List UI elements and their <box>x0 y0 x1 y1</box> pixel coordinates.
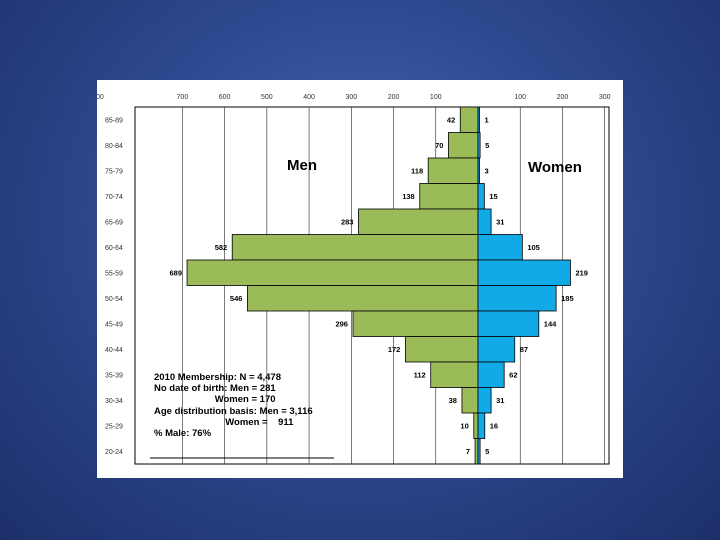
y-category-label: 80-84 <box>105 143 123 150</box>
chart-svg: 900 700 600 500 400 300 200 100 100 200 300 85-89 42… <box>97 94 611 465</box>
data-label-men: 38 <box>449 396 457 405</box>
population-pyramid-chart: 900 700 600 500 400 300 200 100 100 200 300 85-89 42… <box>97 80 623 478</box>
bar-men <box>231 234 479 261</box>
y-category-label: 25-29 <box>105 423 123 430</box>
bar-women <box>477 157 480 184</box>
bar-women <box>477 438 481 465</box>
bar-men <box>186 259 479 286</box>
note-line: Age distribution basis: Men = 3,116 <box>154 405 313 417</box>
plot-frame <box>134 106 610 465</box>
x-tick-label: 900 <box>97 94 104 101</box>
data-label-men: 296 <box>335 319 348 328</box>
y-category-label: 40-44 <box>105 347 123 354</box>
data-label-women: 185 <box>561 294 574 303</box>
bar-men <box>419 183 479 210</box>
y-category-label: 75-79 <box>105 168 123 175</box>
data-label-men: 42 <box>447 115 455 124</box>
y-category-label: 65-69 <box>105 219 123 226</box>
data-label-women: 15 <box>489 192 497 201</box>
bar-men <box>247 285 479 312</box>
data-label-men: 283 <box>341 217 354 226</box>
x-tick-label: 100 <box>430 94 442 101</box>
x-tick-label: 700 <box>177 94 189 101</box>
data-label-men: 546 <box>230 294 243 303</box>
data-label-women: 87 <box>520 345 528 354</box>
data-label-women: 16 <box>490 421 498 430</box>
membership-note: 2010 Membership: N = 4,478 No date of bi… <box>154 372 344 439</box>
data-label-men: 172 <box>388 345 401 354</box>
bar-men <box>461 387 479 414</box>
bar-men <box>473 412 479 439</box>
note-line: 2010 Membership: N = 4,478 <box>154 372 281 383</box>
bar-men <box>474 438 479 465</box>
bar-women <box>477 387 492 414</box>
bar-women <box>477 106 480 133</box>
y-category-label: 30-34 <box>105 398 123 405</box>
bar-women <box>477 208 492 235</box>
x-tick-label: 200 <box>388 94 400 101</box>
bar-men <box>427 157 479 184</box>
bar-women <box>477 412 486 439</box>
bar-men <box>358 208 479 235</box>
bar-men <box>430 361 479 388</box>
legend-men-label: Men <box>287 157 317 174</box>
legend-women-label: Women <box>528 159 582 176</box>
bar-women <box>477 285 557 312</box>
data-label-women: 144 <box>544 319 557 328</box>
y-category-label: 85-89 <box>105 117 123 124</box>
x-tick-label: 400 <box>303 94 315 101</box>
data-label-women: 3 <box>485 166 489 175</box>
bar-women <box>477 259 571 286</box>
data-label-men: 10 <box>460 421 468 430</box>
bar-women <box>477 183 485 210</box>
bar-women <box>477 336 516 363</box>
y-category-label: 50-54 <box>105 296 123 303</box>
note-line: % Male: 76% <box>154 428 212 440</box>
data-label-women: 5 <box>485 447 489 456</box>
x-tick-label: 500 <box>261 94 273 101</box>
data-label-women: 5 <box>485 141 489 150</box>
data-label-men: 582 <box>215 243 228 252</box>
bar-men <box>404 336 479 363</box>
data-label-men: 138 <box>402 192 415 201</box>
data-label-women: 31 <box>496 396 504 405</box>
y-category-label: 55-59 <box>105 270 123 277</box>
y-category-label: 35-39 <box>105 372 123 379</box>
note-line: No date of birth: Men = 281 <box>154 383 276 395</box>
data-label-women: 105 <box>527 243 540 252</box>
bar-men <box>352 310 479 337</box>
bar-men <box>459 106 479 133</box>
data-label-men: 112 <box>414 370 426 379</box>
note-line: Women = 170 <box>154 394 276 406</box>
data-label-women: 1 <box>485 115 489 124</box>
x-tick-label: 200 <box>557 94 569 101</box>
x-tick-label: 600 <box>219 94 231 101</box>
y-category-label: 20-24 <box>105 449 123 456</box>
data-label-men: 70 <box>435 141 443 150</box>
x-tick-label: 300 <box>599 94 611 101</box>
bar-women <box>477 361 505 388</box>
bar-women <box>477 132 481 159</box>
bar-women <box>477 234 523 261</box>
data-label-women: 31 <box>496 217 504 226</box>
y-category-label: 60-64 <box>105 245 123 252</box>
x-tick-label: 100 <box>514 94 526 101</box>
data-label-men: 7 <box>466 447 470 456</box>
bar-women <box>477 310 540 337</box>
bar-men <box>448 132 479 159</box>
y-category-label: 70-74 <box>105 194 123 201</box>
data-label-men: 118 <box>411 166 423 175</box>
x-tick-label: 300 <box>345 94 357 101</box>
data-label-women: 62 <box>509 370 517 379</box>
note-line: Women = 911 <box>154 416 294 428</box>
y-category-label: 45-49 <box>105 321 123 328</box>
data-label-men: 689 <box>170 268 183 277</box>
data-label-women: 219 <box>575 268 588 277</box>
